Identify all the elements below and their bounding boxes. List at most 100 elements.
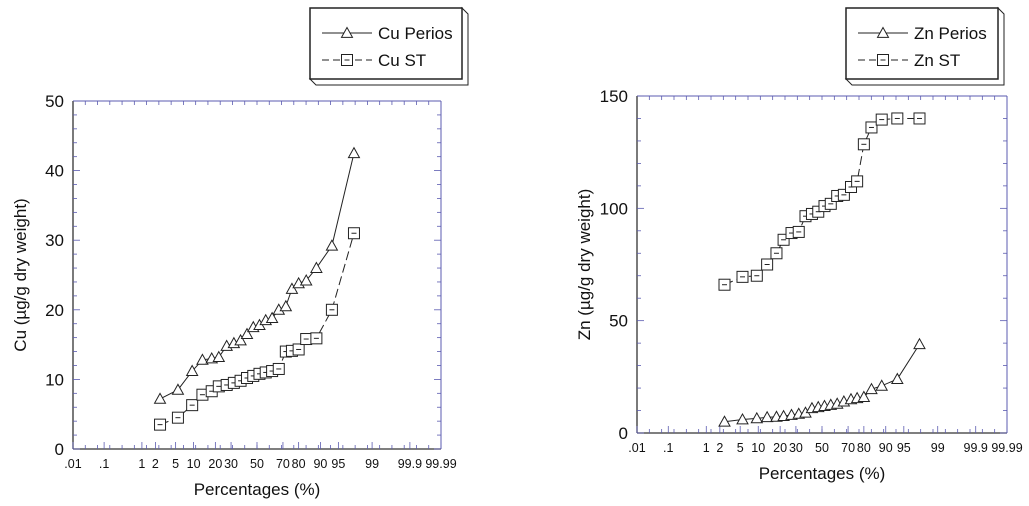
x-tick-label: 95: [897, 441, 911, 455]
series-perios: [718, 337, 926, 427]
data-point-square: [154, 418, 167, 431]
x-tick-label: 2: [152, 457, 159, 471]
x-tick-label: 80: [292, 457, 306, 471]
x-tick-label: 70: [276, 457, 290, 471]
data-point-square: [325, 303, 338, 316]
data-point-square: [824, 197, 837, 210]
data-point-triangle: [347, 146, 361, 159]
x-tick-label: 20: [773, 441, 787, 455]
data-point-triangle: [185, 364, 199, 376]
series-st: [718, 112, 926, 291]
data-point-square: [171, 411, 184, 424]
x-tick-label: 5: [172, 457, 179, 471]
legend-item: Cu ST: [322, 51, 426, 70]
data-point-triangle: [265, 311, 279, 324]
x-tick-label: 99.99: [425, 457, 456, 471]
data-point-triangle: [299, 274, 313, 286]
x-tick-label: 99.99: [991, 441, 1022, 455]
series-perios: [153, 146, 361, 404]
minor-ticks: [73, 100, 441, 450]
data-point-triangle: [760, 410, 774, 423]
series-st: [154, 227, 360, 431]
data-point-square: [913, 112, 926, 125]
data-point-square: [272, 362, 285, 375]
x-tick-label: 20: [208, 457, 222, 471]
data-point-square: [792, 225, 805, 238]
data-point-square: [736, 270, 749, 283]
data-point-square: [310, 332, 323, 345]
x-tick-label: 80: [857, 441, 871, 455]
data-point-square: [300, 333, 313, 346]
legend: Cu Perios Cu ST: [308, 6, 469, 86]
y-tick-label: 40: [45, 162, 64, 181]
data-point-triangle: [736, 412, 749, 425]
data-point-square: [347, 227, 360, 240]
x-tick-label: 5: [737, 441, 744, 455]
minor-ticks: [637, 95, 1007, 434]
data-point-triangle: [718, 415, 731, 427]
data-point-triangle: [285, 282, 299, 294]
x-tick-label: 30: [789, 441, 803, 455]
legend: Zn Perios Zn ST: [844, 6, 1005, 86]
legend-label: Cu ST: [378, 51, 426, 70]
data-point-square: [718, 278, 731, 291]
data-point-triangle: [212, 350, 226, 363]
data-point-triangle: [240, 327, 254, 340]
legend-label: Zn ST: [914, 51, 960, 70]
data-point-triangle: [310, 261, 323, 273]
legend-label: Cu Perios: [378, 24, 453, 43]
legend-square-marker: [877, 54, 889, 66]
data-point-triangle: [196, 353, 209, 365]
x-tick-label: 99: [931, 441, 945, 455]
y-axis-title: Zn (µg/g dry weight): [575, 189, 594, 341]
y-tick-label: 0: [619, 424, 628, 443]
x-tick-label: .01: [64, 457, 81, 471]
x-tick-label: 99.9: [964, 441, 988, 455]
data-point-triangle: [890, 372, 904, 384]
data-point-triangle: [865, 382, 878, 395]
data-point-square: [865, 121, 878, 134]
x-tick-label: .1: [663, 441, 673, 455]
data-point-square: [837, 188, 850, 201]
data-point-triangle: [153, 392, 167, 404]
legend-item: Cu Perios: [322, 24, 453, 43]
legend-label: Zn Perios: [914, 24, 987, 43]
data-point-triangle: [325, 239, 339, 251]
y-tick-label: 0: [55, 440, 64, 459]
legend-item: Zn Perios: [858, 24, 987, 43]
x-axis-title: Percentages (%): [194, 480, 321, 499]
x-tick-label: .1: [99, 457, 109, 471]
y-tick-label: 150: [600, 87, 628, 106]
x-tick-label: 90: [879, 441, 893, 455]
data-point-triangle: [750, 411, 764, 424]
data-point-triangle: [279, 299, 293, 312]
x-tick-label: .01: [628, 441, 645, 455]
data-point-square: [777, 233, 790, 246]
data-point-square: [292, 343, 305, 356]
zn-chart: 0 50 100 150 .01 .1 1 2 5 10 20 30 50 70 80 90 95 99 99.9 9…: [575, 6, 1023, 483]
data-point-square: [186, 399, 199, 412]
data-point-square: [891, 112, 904, 125]
data-point-triangle: [234, 333, 247, 346]
y-tick-label: 100: [600, 199, 628, 218]
x-tick-label: 99: [365, 457, 379, 471]
data-point-square: [770, 247, 783, 260]
y-tick-label: 50: [609, 312, 628, 331]
data-point-square: [875, 113, 888, 126]
legend-triangle-marker: [876, 26, 890, 38]
y-axis-title: Cu (µg/g dry weight): [11, 198, 30, 351]
data-point-triangle: [857, 390, 871, 402]
data-point-triangle: [171, 383, 185, 395]
x-tick-label: 50: [250, 457, 264, 471]
x-tick-label: 70: [841, 441, 855, 455]
x-tick-label: 30: [224, 457, 238, 471]
y-tick-label: 30: [45, 231, 64, 250]
data-point-square: [851, 175, 864, 188]
x-tick-label: 1: [703, 441, 710, 455]
data-point-square: [750, 269, 763, 282]
x-tick-label: 10: [751, 441, 765, 455]
legend-item: Zn ST: [858, 51, 960, 70]
x-tick-label: 50: [815, 441, 829, 455]
